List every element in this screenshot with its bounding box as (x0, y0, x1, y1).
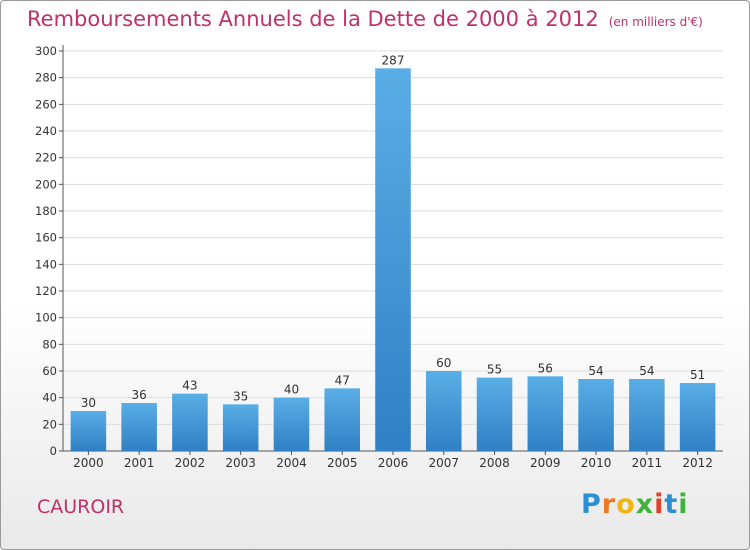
bar-2006 (375, 68, 411, 451)
proxiti-logo: Proxiti (581, 489, 689, 520)
x-tick-label: 2011 (632, 456, 663, 470)
chart-title-text: Remboursements Annuels de la Dette de 20… (27, 7, 599, 31)
x-tick-label: 2005 (327, 456, 358, 470)
y-tick-label: 80 (42, 337, 57, 351)
x-tick-label: 2007 (428, 456, 459, 470)
bar-2010 (578, 379, 614, 451)
y-tick-label: 140 (35, 257, 57, 271)
data-label-2000: 30 (81, 396, 96, 410)
data-label-2009: 56 (538, 361, 553, 375)
y-tick-label: 220 (35, 151, 57, 165)
data-label-2007: 60 (436, 356, 451, 370)
x-tick-label: 2003 (225, 456, 256, 470)
x-tick-label: 2012 (682, 456, 713, 470)
y-tick-label: 260 (35, 97, 57, 111)
x-tick-label: 2000 (73, 456, 104, 470)
y-tick-label: 180 (35, 204, 57, 218)
data-label-2005: 47 (335, 373, 350, 387)
bar-2008 (476, 377, 513, 451)
y-tick-label: 120 (35, 284, 57, 298)
chart-unit: (en milliers d'€) (608, 15, 703, 29)
bar-2011 (629, 379, 665, 451)
bar-2007 (426, 371, 462, 451)
bar-2000 (70, 411, 107, 451)
data-label-2012: 51 (690, 368, 705, 382)
chart-title: Remboursements Annuels de la Dette de 20… (27, 7, 703, 31)
bar-2002 (172, 393, 208, 451)
labels: 30 2000 36 2001 43 2002 35 2003 40 2004 47 2005 287 2… (73, 53, 713, 470)
y-tick-label: 280 (35, 71, 57, 85)
x-tick-label: 2008 (479, 456, 510, 470)
x-tick-label: 2001 (124, 456, 155, 470)
bar-2001 (121, 403, 157, 451)
x-tick-label: 2004 (276, 456, 307, 470)
x-tick-label: 2010 (581, 456, 612, 470)
data-label-2011: 54 (639, 364, 654, 378)
commune-name: CAUROIR (37, 496, 125, 518)
data-label-2004: 40 (284, 383, 299, 397)
x-tick-label: 2006 (378, 456, 409, 470)
data-label-2008: 55 (487, 363, 502, 377)
bar-2003 (222, 404, 259, 451)
y-tick-label: 60 (42, 364, 57, 378)
data-label-2001: 36 (132, 388, 147, 402)
bar-2012 (679, 383, 716, 451)
data-label-2006: 287 (382, 53, 405, 67)
bar-2009 (527, 376, 564, 451)
y-tick-label: 20 (42, 417, 57, 431)
x-tick-label: 2009 (530, 456, 561, 470)
x-tick-label: 2002 (175, 456, 206, 470)
y-tick-label: 240 (35, 124, 57, 138)
y-tick-label: 0 (50, 444, 57, 458)
y-tick-label: 40 (42, 391, 57, 405)
y-tick-label: 300 (35, 44, 57, 58)
data-label-2010: 54 (588, 364, 603, 378)
y-tick-label: 160 (35, 231, 57, 245)
bar-2005 (324, 388, 360, 451)
data-label-2003: 35 (233, 389, 248, 403)
data-label-2002: 43 (182, 379, 197, 393)
bars (70, 68, 716, 451)
y-tick-label: 100 (35, 311, 57, 325)
y-tick-label: 200 (35, 177, 57, 191)
bar-2004 (273, 397, 310, 451)
